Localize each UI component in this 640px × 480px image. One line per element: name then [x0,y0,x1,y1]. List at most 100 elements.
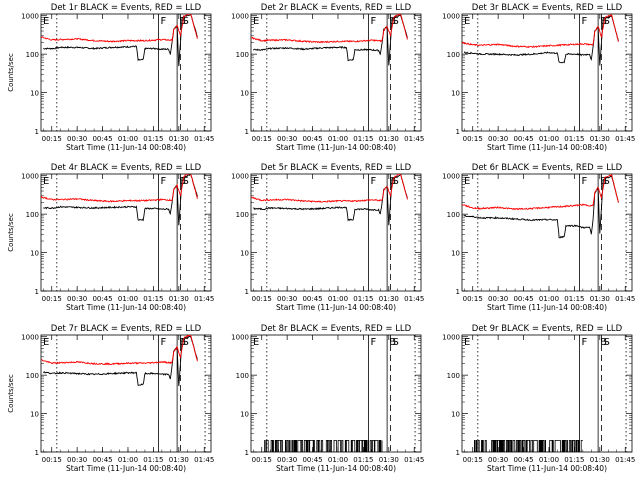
x-tick-label: 00:15 [463,456,483,464]
x-tick-label: 00:30 [488,295,508,303]
y-tick-label: 100 [26,372,39,380]
x-axis-label: Start Time (11-Jun-14 00:08:40) [276,143,396,152]
series-events [463,15,619,66]
series-lld [251,174,408,203]
plot-frame [250,13,422,132]
x-tick-label: 01:00 [118,456,138,464]
x-tick-label: 00:30 [67,135,87,143]
x-tick-label: 00:45 [92,135,112,143]
x-tick-label: 00:15 [252,295,272,303]
series-events [253,174,408,226]
plot-frame [40,13,212,132]
x-tick-label: 01:00 [328,135,348,143]
x-tick-label: 01:45 [194,295,214,303]
x-tick-label: 00:45 [302,135,322,143]
x-axis-label: Start Time (11-Jun-14 00:08:40) [66,464,186,473]
marker-label-E: E [464,16,470,27]
y-tick-label: 1000 [442,173,460,181]
x-tick-label: 01:30 [169,456,189,464]
x-tick-label: 00:45 [513,135,533,143]
panel-title: Det 9r BLACK = Events, RED = LLD [472,324,623,334]
x-tick-label: 01:00 [328,295,348,303]
y-tick-label: 1 [35,128,39,136]
x-tick-label: 00:45 [92,295,112,303]
series-events-pulses [263,440,383,452]
y-tick-label: 1000 [21,173,39,181]
x-axis-label: Start Time (11-Jun-14 00:08:40) [276,303,396,312]
series-events [252,14,408,66]
x-tick-label: 00:45 [513,456,533,464]
y-axis-label: Counts/sec [7,53,15,92]
plot-frame [461,173,633,292]
x-tick-label: 00:30 [277,135,297,143]
y-axis-label: Counts/sec [7,213,15,252]
series-lld [462,174,619,211]
marker-label-E: E [253,176,259,187]
x-axis-label: Start Time (11-Jun-14 00:08:40) [66,303,186,312]
marker-label-E: E [43,176,49,187]
marker-label-E: E [253,16,259,27]
x-tick-label: 01:15 [564,295,584,303]
x-tick-label: 01:15 [143,456,163,464]
marker-label-E: E [464,337,470,348]
marker-label-F: F [581,337,587,348]
marker-label-B: B [179,176,186,187]
x-tick-label: 00:45 [513,295,533,303]
x-tick-label: 00:15 [252,456,272,464]
x-axis-label: Start Time (11-Jun-14 00:08:40) [66,143,186,152]
series-events-pulses [474,440,583,452]
series-events [42,335,198,387]
marker-label-S: S [393,176,399,187]
x-tick-label: 00:15 [42,456,62,464]
x-tick-label: 01:00 [539,135,559,143]
x-tick-label: 01:15 [353,295,373,303]
y-axis-label: Counts/sec [7,374,15,413]
marker-label-E: E [464,176,470,187]
panel-det-9r: Det 9r BLACK = Events, RED = LLD 1 10 100 10… [442,324,635,473]
series-events [43,14,198,67]
x-tick-label: 01:15 [143,295,163,303]
x-tick-label: 01:00 [539,295,559,303]
x-tick-label: 01:30 [379,135,399,143]
series-events [463,174,619,239]
y-tick-label: 10 [240,250,249,258]
marker-label-S: S [393,337,399,348]
plot-frame [461,13,633,132]
x-tick-label: 01:45 [615,456,635,464]
x-tick-label: 01:00 [118,135,138,143]
x-tick-label: 01:30 [590,295,610,303]
panel-title: Det 5r BLACK = Events, RED = LLD [261,163,412,173]
y-tick-label: 1 [35,449,39,457]
y-tick-label: 100 [236,211,249,219]
y-tick-label: 1 [456,449,460,457]
x-tick-label: 01:15 [353,135,373,143]
y-tick-label: 100 [26,51,39,59]
y-tick-label: 10 [30,411,39,419]
plot-frame [40,173,212,292]
series-lld [41,14,198,43]
marker-label-B: B [179,337,186,348]
marker-label-B: B [600,337,607,348]
marker-label-F: F [370,337,376,348]
y-tick-label: 10 [451,90,460,98]
series-lld [462,14,619,49]
plot-frame [461,334,633,453]
x-tick-label: 00:30 [67,456,87,464]
y-tick-label: 1 [245,288,249,296]
series-lld [41,174,198,203]
panel-title: Det 7r BLACK = Events, RED = LLD [51,324,202,334]
marker-label-B: B [600,16,607,27]
y-tick-label: 10 [240,411,249,419]
marker-label-S: S [183,16,189,27]
marker-label-S: S [183,337,189,348]
x-tick-label: 01:45 [404,135,424,143]
x-tick-label: 01:30 [590,135,610,143]
x-tick-label: 00:45 [302,295,322,303]
y-tick-label: 100 [236,51,249,59]
x-tick-label: 00:30 [488,135,508,143]
marker-label-B: B [389,16,396,27]
x-tick-label: 01:45 [404,295,424,303]
x-tick-label: 01:00 [118,295,138,303]
y-tick-label: 1000 [231,334,249,342]
